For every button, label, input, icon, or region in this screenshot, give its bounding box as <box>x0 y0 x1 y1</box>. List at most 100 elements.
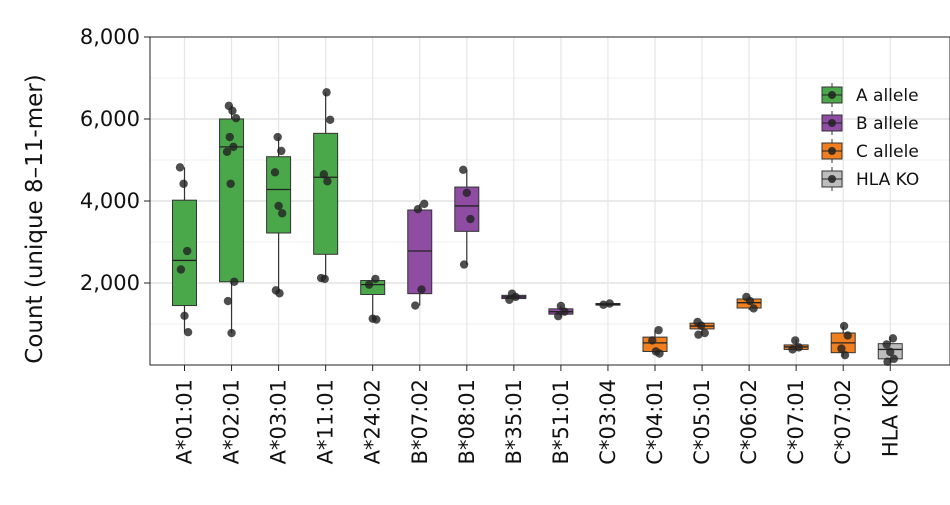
data-point <box>176 265 186 274</box>
data-point <box>323 177 332 186</box>
data-point <box>364 280 374 289</box>
legend-dot <box>828 91 836 99</box>
x-axis-ticks: A*01:01 A*02:01 A*03:01 A*11:01 A*24:02 B*07:… <box>173 365 902 465</box>
data-point <box>791 336 800 345</box>
x-tick-label: C*04:01 <box>643 379 667 465</box>
x-tick-label: A*11:01 <box>314 379 338 464</box>
legend-item: A allele <box>821 83 919 107</box>
data-point <box>696 321 706 330</box>
data-point <box>843 331 852 340</box>
data-point <box>229 142 238 152</box>
legend-label: HLA KO <box>856 170 919 190</box>
x-tick-label: A*02:01 <box>220 379 244 464</box>
data-point <box>886 347 895 357</box>
data-point <box>840 350 850 360</box>
data-point <box>417 285 426 294</box>
box <box>313 132 339 255</box>
data-point <box>180 311 189 320</box>
data-point <box>466 214 475 224</box>
data-point <box>411 301 420 310</box>
x-tick-label: A*01:01 <box>173 379 197 464</box>
data-point <box>273 132 282 142</box>
x-tick-label: B*08:01 <box>455 379 479 464</box>
data-point <box>694 330 703 339</box>
data-point <box>511 292 520 302</box>
legend-item: C allele <box>821 139 919 163</box>
box-series <box>172 92 903 363</box>
data-point <box>278 209 287 218</box>
data-point <box>230 277 239 286</box>
data-point <box>655 349 664 358</box>
data-point <box>888 334 898 343</box>
x-tick-label: C*07:02 <box>831 379 855 465</box>
data-point <box>882 340 891 349</box>
legend-label: C allele <box>856 142 919 162</box>
data-point <box>277 146 286 156</box>
x-tick-label: C*05:01 <box>690 379 714 465</box>
legend-label: B allele <box>856 114 919 134</box>
data-point <box>222 147 232 156</box>
legend-item: B allele <box>821 111 919 135</box>
data-point <box>274 201 283 211</box>
data-point <box>554 312 563 321</box>
data-point <box>883 357 892 366</box>
data-point <box>371 274 380 284</box>
box <box>266 156 292 234</box>
data-point <box>223 296 233 306</box>
legend: A allele B allele C allele HLA KO <box>821 83 919 191</box>
point-series <box>175 88 899 366</box>
data-point <box>183 246 192 256</box>
data-point <box>788 345 797 354</box>
data-point <box>745 296 755 306</box>
data-point <box>325 115 335 125</box>
data-point <box>648 336 657 345</box>
legend-dot <box>828 147 836 155</box>
x-tick-label: C*07:01 <box>784 379 808 465</box>
data-point <box>413 205 423 214</box>
data-point <box>275 289 284 298</box>
y-axis-title: Count (unique 8–11-mer) <box>22 74 48 363</box>
legend-item: HLA KO <box>821 167 919 191</box>
data-point <box>228 106 237 116</box>
data-point <box>372 315 381 324</box>
legend-label: A allele <box>856 86 919 106</box>
data-point <box>320 274 329 284</box>
data-point <box>227 328 236 338</box>
x-tick-label: B*07:02 <box>408 379 432 464</box>
data-point <box>700 328 709 338</box>
x-tick-label: HLA KO <box>878 379 902 457</box>
data-point <box>459 165 468 175</box>
data-point <box>889 354 899 364</box>
data-point <box>749 304 758 313</box>
data-point <box>319 170 329 179</box>
data-point <box>654 325 663 335</box>
data-point <box>322 88 331 97</box>
legend-dot <box>828 119 836 127</box>
data-point <box>226 179 235 188</box>
data-point <box>231 113 241 123</box>
data-point <box>183 328 193 337</box>
data-point <box>270 168 280 177</box>
data-point <box>837 344 846 353</box>
data-point <box>794 343 804 352</box>
legend-dot <box>828 175 836 183</box>
x-tick-label: C*06:02 <box>737 379 761 465</box>
x-tick-label: B*35:01 <box>502 379 526 464</box>
data-point <box>175 163 185 172</box>
data-point <box>560 307 569 316</box>
data-point <box>605 299 614 308</box>
data-point <box>505 295 514 305</box>
data-point <box>839 321 849 331</box>
x-tick-label: C*03:04 <box>596 379 620 465</box>
box <box>407 209 433 295</box>
data-point <box>225 132 234 142</box>
y-tick-label: 4,000 <box>80 189 140 213</box>
y-axis-ticks: 2,000 4,000 6,000 8,000 <box>80 25 150 295</box>
x-tick-label: B*51:01 <box>549 379 573 464</box>
y-tick-label: 2,000 <box>80 271 140 295</box>
data-point <box>599 300 608 309</box>
data-point <box>459 260 469 269</box>
data-point <box>420 199 429 209</box>
data-point <box>462 188 471 197</box>
